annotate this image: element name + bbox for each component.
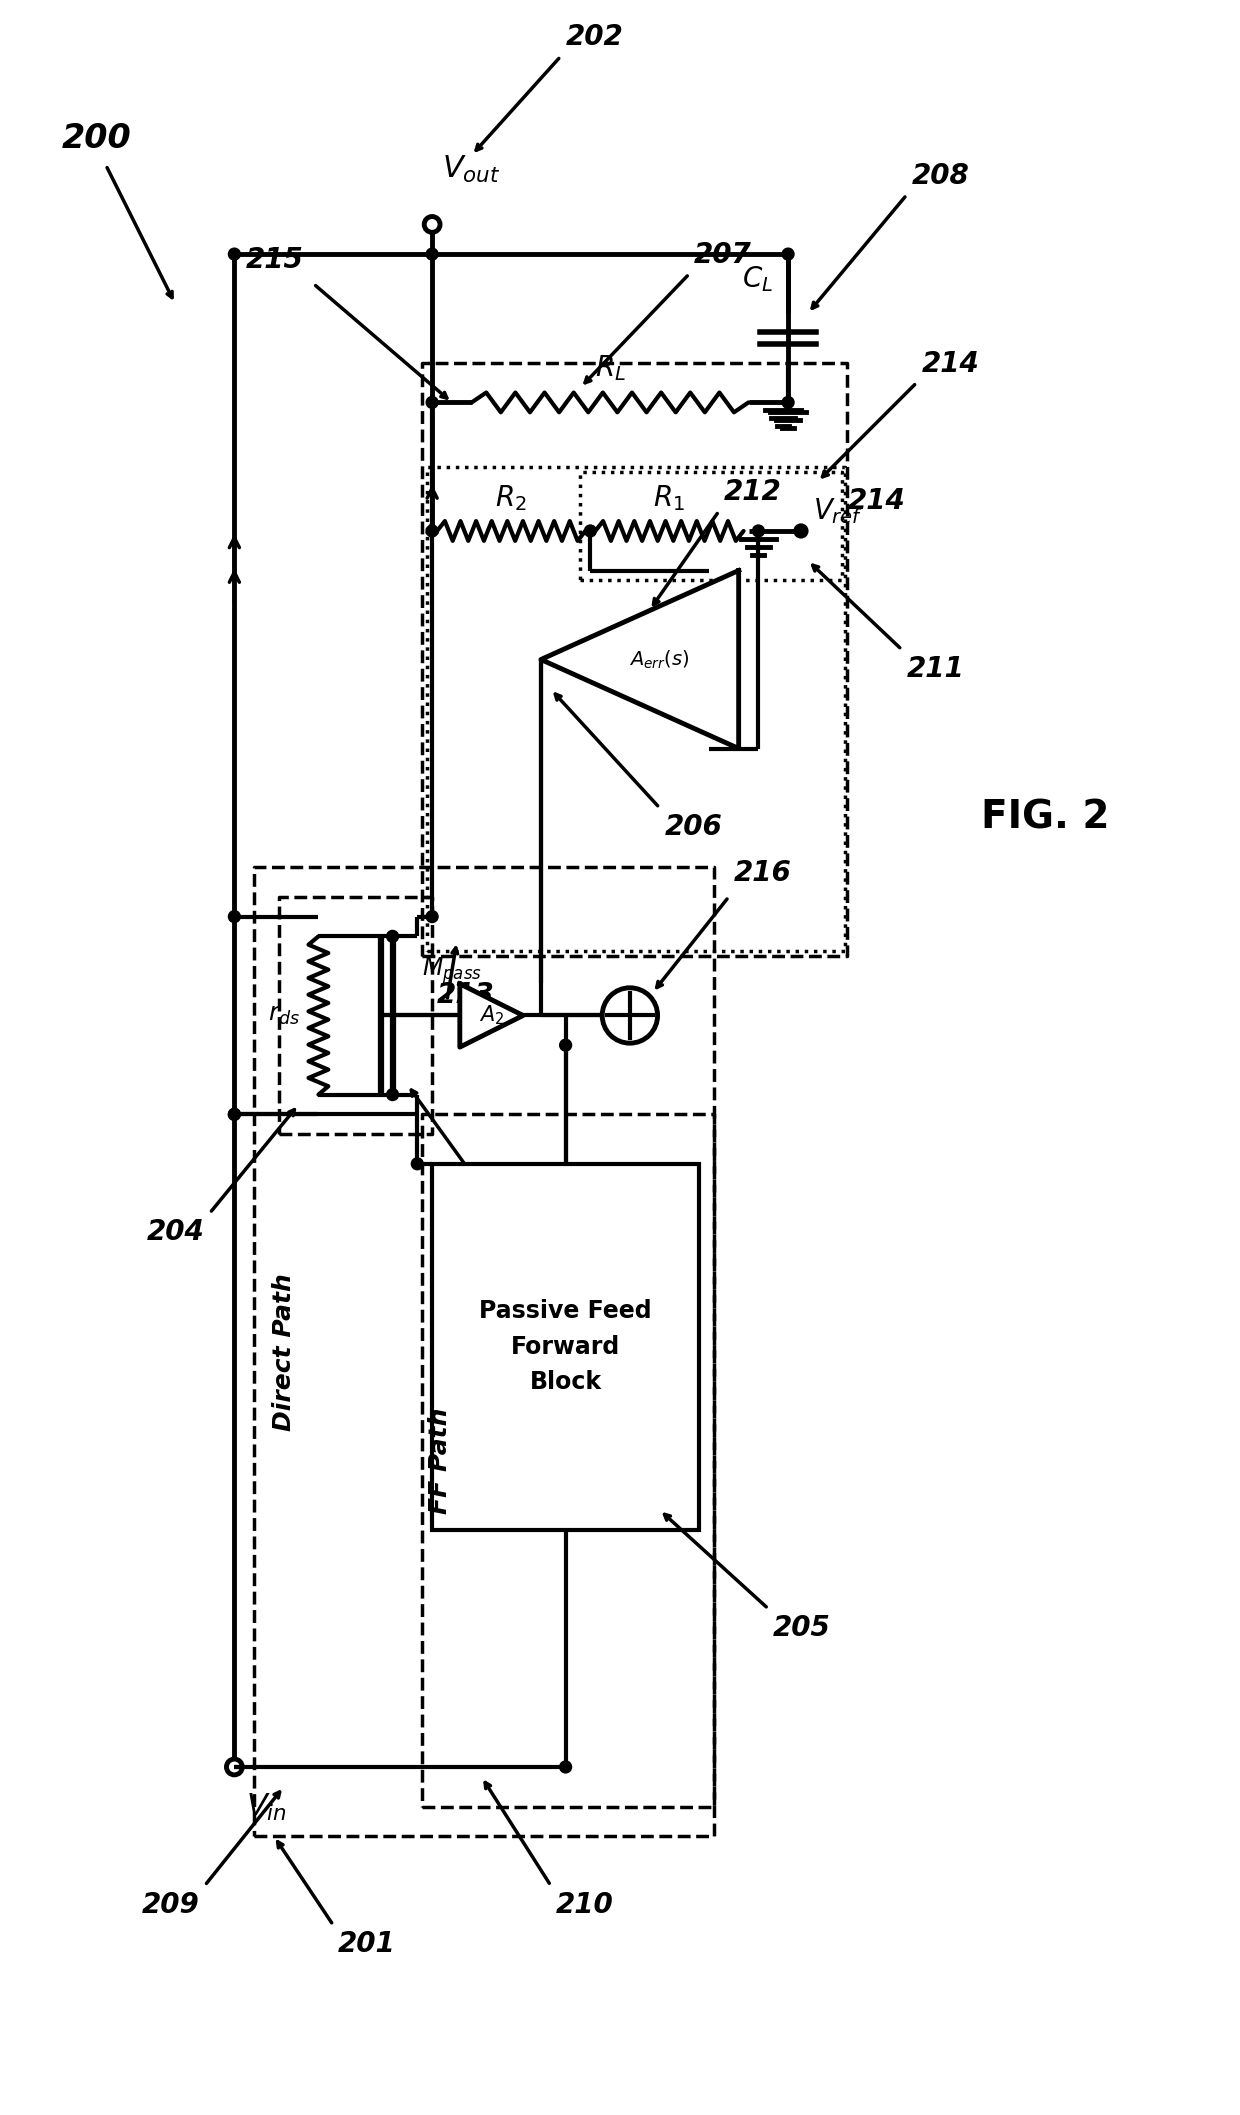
Circle shape <box>427 247 438 260</box>
Text: 213: 213 <box>436 981 495 1009</box>
Circle shape <box>584 525 596 537</box>
Text: 206: 206 <box>665 812 722 842</box>
Text: 215: 215 <box>246 245 304 273</box>
Text: 216: 216 <box>734 859 791 886</box>
Circle shape <box>559 1762 572 1772</box>
Circle shape <box>603 988 657 1043</box>
Text: Direct Path: Direct Path <box>272 1273 296 1430</box>
Text: $R_2$: $R_2$ <box>496 484 527 514</box>
Text: 202: 202 <box>565 23 624 51</box>
Text: $R_1$: $R_1$ <box>653 484 686 514</box>
Polygon shape <box>460 983 523 1047</box>
Text: $C_L$: $C_L$ <box>743 264 774 294</box>
Circle shape <box>559 1038 572 1051</box>
Circle shape <box>753 525 764 537</box>
Text: 214: 214 <box>847 486 905 516</box>
Circle shape <box>412 1157 423 1170</box>
Text: $M_{pass}$: $M_{pass}$ <box>423 956 482 986</box>
Text: FF Path: FF Path <box>428 1406 451 1514</box>
Text: 205: 205 <box>774 1614 831 1641</box>
Text: $V_{out}$: $V_{out}$ <box>441 154 501 184</box>
Circle shape <box>427 525 438 537</box>
Text: $R_L$: $R_L$ <box>595 353 626 383</box>
Circle shape <box>228 247 241 260</box>
Text: 210: 210 <box>556 1891 614 1918</box>
Bar <box>432 1163 699 1529</box>
Text: FIG. 2: FIG. 2 <box>981 799 1110 838</box>
Circle shape <box>782 247 794 260</box>
Circle shape <box>228 912 241 922</box>
Text: 200: 200 <box>61 123 131 154</box>
Text: 207: 207 <box>694 241 751 269</box>
Text: 211: 211 <box>906 654 965 683</box>
Text: $V_{ref}$: $V_{ref}$ <box>812 497 863 527</box>
Text: 203: 203 <box>476 1178 534 1208</box>
Circle shape <box>782 396 794 408</box>
Text: 208: 208 <box>911 163 970 190</box>
Circle shape <box>427 396 438 408</box>
Polygon shape <box>541 571 739 749</box>
Text: $V_{in}$: $V_{in}$ <box>247 1791 288 1823</box>
Text: $r_{ds}$: $r_{ds}$ <box>269 1003 300 1028</box>
Circle shape <box>794 525 808 537</box>
Text: $A_2$: $A_2$ <box>479 1005 505 1028</box>
Text: 212: 212 <box>724 478 781 505</box>
Text: 204: 204 <box>148 1218 205 1246</box>
Text: $A_{err}(s)$: $A_{err}(s)$ <box>630 649 689 670</box>
Circle shape <box>387 1089 398 1100</box>
Text: 201: 201 <box>339 1931 396 1958</box>
Circle shape <box>228 1108 241 1121</box>
Text: 214: 214 <box>921 349 980 379</box>
Circle shape <box>427 912 438 922</box>
Circle shape <box>387 931 398 943</box>
Circle shape <box>228 1108 241 1121</box>
Text: 209: 209 <box>143 1891 200 1918</box>
Text: Passive Feed
Forward
Block: Passive Feed Forward Block <box>480 1299 652 1394</box>
